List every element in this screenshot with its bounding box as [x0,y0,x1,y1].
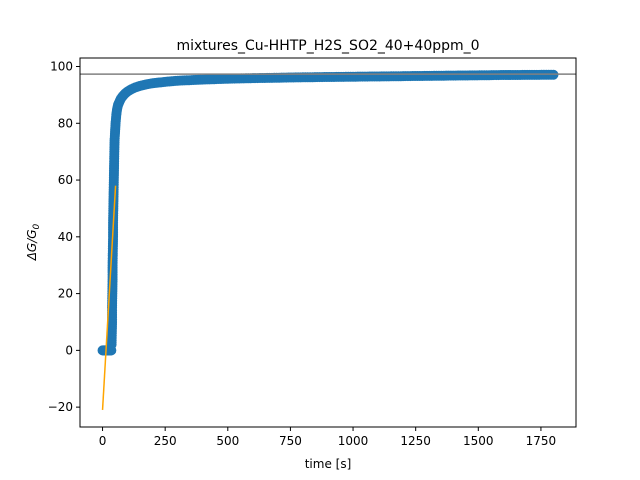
y-axis-label-sub: 0 [32,223,42,229]
x-tick-label: 1750 [526,434,557,448]
x-tick-label: 1500 [463,434,494,448]
chart-title: mixtures_Cu-HHTP_H2S_SO2_40+40ppm_0 [176,38,479,54]
y-axis-label: ΔG/G0 [25,223,42,261]
x-tick-label: 1000 [338,434,369,448]
x-tick-label: 1250 [400,434,431,448]
x-axis-label: time [s] [305,457,352,471]
line-series [80,73,576,411]
y-axis-label-main: ΔG/G [25,229,39,261]
x-tick-label: 500 [216,434,239,448]
fit-line [101,185,117,411]
axes-frame [79,57,577,428]
y-axis: −20 0 20 40 60 80 100 [48,60,80,414]
x-tick-label: 0 [99,434,107,448]
y-tick-label: 20 [58,287,73,301]
y-tick-label: 60 [58,173,73,187]
y-tick-label: 80 [58,116,73,130]
x-axis: 0 250 500 750 1000 1250 1500 1750 [99,427,556,448]
y-tick-label: 0 [65,343,73,357]
y-tick-label: −20 [48,400,73,414]
x-tick-label: 250 [154,434,177,448]
x-tick-label: 750 [279,434,302,448]
y-tick-label: 40 [58,230,73,244]
y-tick-label: 100 [50,60,73,74]
